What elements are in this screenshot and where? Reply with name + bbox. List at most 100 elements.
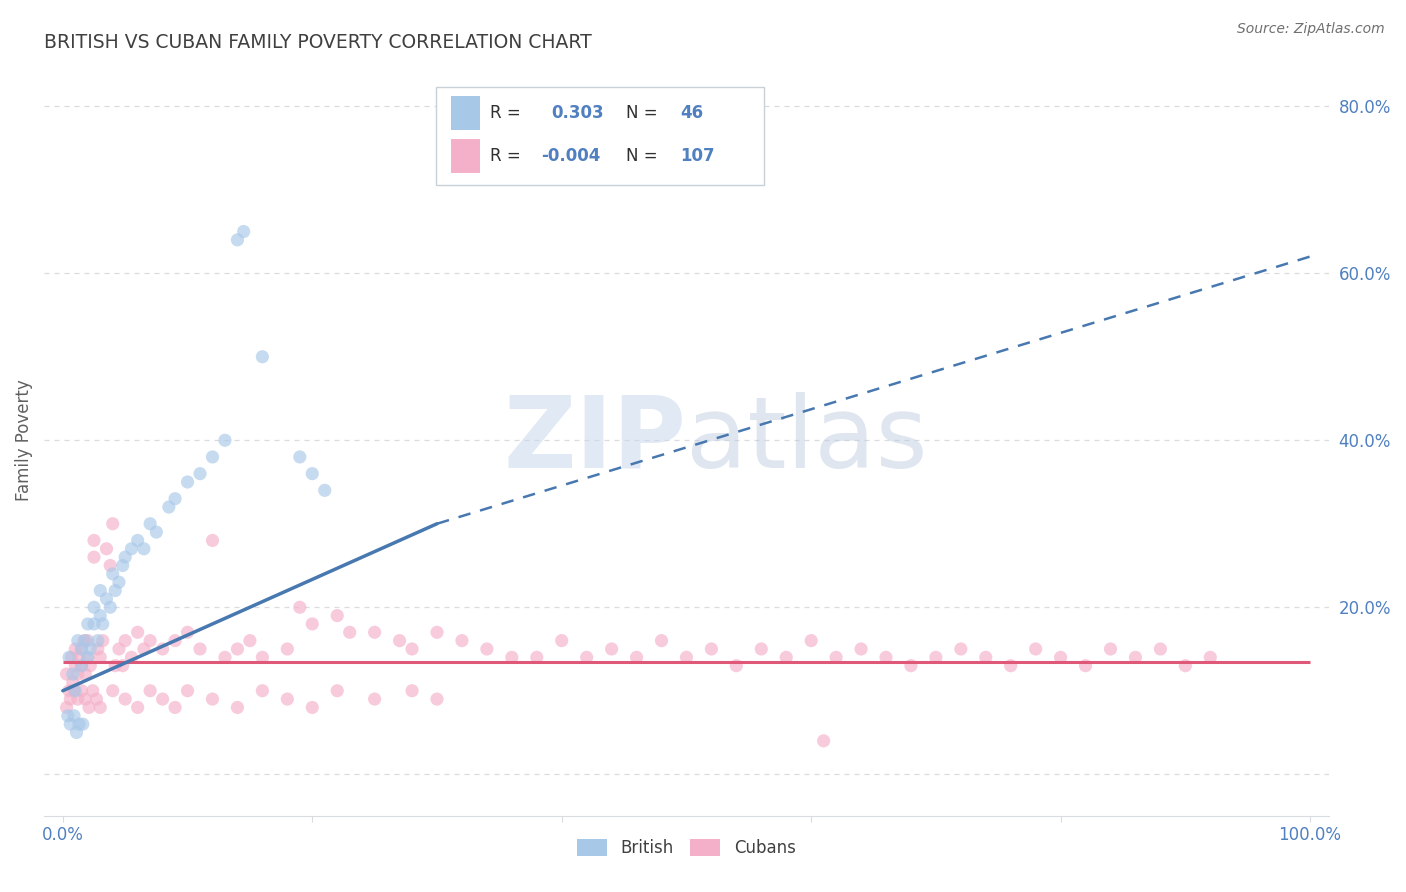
Point	[925, 650, 948, 665]
Point	[388, 633, 411, 648]
Point	[600, 642, 623, 657]
Point	[75, 667, 97, 681]
Point	[86, 692, 108, 706]
Point	[201, 533, 224, 548]
Point	[127, 625, 149, 640]
Point	[201, 692, 224, 706]
FancyBboxPatch shape	[451, 96, 479, 130]
Point	[139, 633, 162, 648]
Point	[83, 616, 105, 631]
Point	[401, 642, 423, 657]
Point	[104, 658, 127, 673]
Point	[301, 467, 323, 481]
Point	[55, 667, 77, 681]
Point	[63, 708, 86, 723]
Point	[98, 558, 121, 573]
Point	[426, 625, 449, 640]
Point	[66, 667, 89, 681]
Point	[55, 700, 77, 714]
Point	[675, 650, 697, 665]
Point	[87, 642, 110, 657]
Text: R =: R =	[489, 147, 520, 165]
Point	[67, 717, 90, 731]
Point	[76, 650, 98, 665]
Text: N =: N =	[626, 147, 658, 165]
Point	[114, 550, 136, 565]
Point	[62, 667, 84, 681]
Point	[165, 491, 187, 506]
Point	[75, 692, 97, 706]
Point	[108, 575, 131, 590]
Point	[226, 700, 249, 714]
Text: R =: R =	[489, 104, 520, 122]
Point	[201, 450, 224, 464]
Point	[70, 642, 93, 657]
Point	[73, 633, 96, 648]
Point	[91, 616, 114, 631]
Point	[165, 633, 187, 648]
Point	[650, 633, 672, 648]
Point	[111, 558, 134, 573]
Point	[65, 642, 87, 657]
Point	[157, 500, 180, 514]
Point	[475, 642, 498, 657]
Point	[749, 642, 772, 657]
Point	[1125, 650, 1147, 665]
Point	[426, 692, 449, 706]
Point	[1174, 658, 1197, 673]
Point	[401, 683, 423, 698]
Text: atlas: atlas	[686, 392, 928, 489]
Point	[89, 650, 111, 665]
Point	[226, 233, 249, 247]
Point	[58, 650, 80, 665]
Point	[127, 533, 149, 548]
Point	[101, 566, 124, 581]
Point	[91, 633, 114, 648]
Point	[120, 541, 142, 556]
Point	[108, 642, 131, 657]
Point	[363, 625, 385, 640]
Point	[63, 683, 86, 698]
Point	[152, 642, 174, 657]
Point	[65, 658, 87, 673]
Point	[314, 483, 336, 498]
Point	[501, 650, 523, 665]
Point	[76, 633, 98, 648]
Point	[82, 683, 104, 698]
Point	[176, 475, 198, 489]
Point	[101, 683, 124, 698]
Point	[813, 734, 835, 748]
Point	[575, 650, 598, 665]
Point	[70, 642, 93, 657]
Text: -0.004: -0.004	[541, 147, 600, 165]
Point	[89, 700, 111, 714]
Point	[226, 642, 249, 657]
Point	[67, 650, 90, 665]
Point	[1000, 658, 1022, 673]
Point	[326, 683, 349, 698]
Point	[165, 700, 187, 714]
Point	[252, 650, 274, 665]
Point	[120, 650, 142, 665]
Point	[214, 650, 236, 665]
Text: 46: 46	[681, 104, 703, 122]
Point	[75, 633, 97, 648]
Point	[65, 725, 87, 739]
Point	[111, 658, 134, 673]
Point	[239, 633, 262, 648]
Point	[127, 700, 149, 714]
Point	[1199, 650, 1222, 665]
Text: 0.303: 0.303	[551, 104, 605, 122]
Point	[114, 633, 136, 648]
Y-axis label: Family Poverty: Family Poverty	[15, 379, 32, 501]
Point	[79, 642, 101, 657]
Point	[104, 583, 127, 598]
Text: 107: 107	[681, 147, 714, 165]
Point	[65, 683, 87, 698]
Point	[849, 642, 872, 657]
Point	[145, 525, 167, 540]
Point	[1149, 642, 1171, 657]
Point	[700, 642, 723, 657]
Point	[326, 608, 349, 623]
Point	[98, 600, 121, 615]
